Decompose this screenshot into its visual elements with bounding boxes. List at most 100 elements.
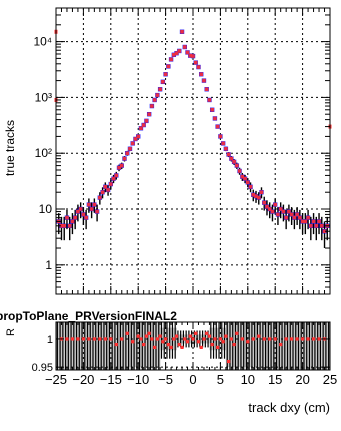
ratio-x-tick-label: 0 [189, 372, 196, 387]
ratio-point [76, 337, 80, 341]
top-red-point [191, 54, 195, 58]
ratio-x-tick-label: 20 [295, 372, 309, 387]
top-y-tick-label: 10³ [35, 90, 52, 104]
ratio-error-band [77, 322, 84, 370]
ratio-point [199, 345, 203, 350]
ratio-point [103, 337, 107, 341]
ratio-error-band [99, 322, 106, 370]
ratio-plot-pad: −25 −20 −15 −10 −5 0 5 10 15 20 25 0.95 1 propToPlan… [0, 298, 341, 426]
ratio-x-tick-label: 15 [268, 372, 282, 387]
ratio-x-tick-label: 5 [217, 372, 224, 387]
top-red-point [317, 219, 321, 224]
ratio-x-tick-label: −20 [72, 372, 94, 387]
top-red-point [237, 169, 242, 173]
ratio-point [177, 342, 181, 347]
top-red-point [218, 134, 223, 139]
top-red-point [65, 215, 69, 220]
top-plot-marks [54, 29, 332, 249]
ratio-error-band [247, 322, 254, 368]
top-red-point [248, 185, 253, 189]
top-red-point [95, 209, 99, 214]
ratio-point [174, 334, 179, 338]
top-red-point [204, 87, 209, 92]
top-red-point [193, 60, 198, 65]
top-red-point [289, 212, 294, 217]
ratio-x-tick-label: 25 [323, 372, 337, 387]
ratio-error-band [253, 322, 260, 368]
top-red-point [141, 123, 146, 127]
ratio-error-band [94, 322, 101, 370]
top-red-point [163, 72, 168, 77]
top-red-point [188, 53, 193, 58]
ratio-point [188, 334, 192, 338]
ratio-error-band [324, 322, 331, 370]
ratio-point [109, 337, 113, 341]
top-red-point [92, 202, 97, 207]
top-red-point [67, 224, 72, 228]
top-y-tick-label: 1 [45, 258, 52, 272]
ratio-point [273, 337, 277, 341]
top-red-point [152, 98, 157, 102]
top-plot-grid [56, 8, 330, 294]
top-red-point [246, 180, 250, 185]
top-y-tick-label: 10 [39, 202, 53, 216]
ratio-point [218, 337, 222, 341]
top-red-point [229, 156, 234, 161]
top-red-point [144, 119, 149, 123]
ratio-error-band [286, 322, 292, 370]
ratio-point [257, 334, 261, 338]
ratio-error-band [264, 322, 271, 370]
ratio-point [229, 337, 233, 341]
ratio-point [144, 334, 149, 338]
top-red-point [87, 202, 91, 207]
top-red-point [303, 219, 308, 224]
ratio-point [98, 337, 102, 341]
ratio-point [191, 337, 195, 341]
ratio-point [125, 331, 129, 335]
top-red-point [103, 185, 108, 189]
ratio-point [142, 342, 146, 347]
top-red-point [100, 190, 105, 195]
top-red-point [122, 156, 127, 161]
top-red-point [166, 64, 171, 69]
ratio-point [92, 337, 96, 341]
top-red-point [256, 195, 261, 200]
top-red-point [174, 51, 179, 55]
ratio-y-tick-label: 1 [47, 334, 53, 346]
ratio-point [161, 340, 165, 344]
ratio-point [210, 342, 214, 347]
ratio-point [172, 337, 176, 341]
ratio-y-tick-label: 0.95 [32, 362, 53, 374]
ratio-error-band [242, 322, 249, 368]
ratio-error-band [160, 327, 166, 351]
top-red-point [150, 104, 154, 108]
top-red-point [292, 215, 297, 220]
top-red-point [235, 163, 239, 168]
top-red-point [202, 78, 206, 83]
ratio-error-band [319, 322, 325, 370]
top-red-point [106, 188, 110, 192]
top-red-point [226, 152, 231, 157]
top-y-tick-label: 10² [35, 146, 52, 160]
top-red-point [224, 146, 228, 151]
ratio-point [150, 337, 154, 341]
top-red-point [300, 219, 305, 224]
top-red-point [278, 207, 283, 211]
ratio-error-band [165, 327, 172, 351]
ratio-point [169, 345, 173, 350]
ratio-point [81, 337, 85, 341]
ratio-point [166, 342, 170, 347]
top-red-point [130, 141, 135, 146]
top-red-point [210, 107, 214, 112]
ratio-point [196, 340, 201, 344]
top-red-point [251, 192, 256, 197]
ratio-x-tick-label: 10 [241, 372, 255, 387]
ratio-error-band [187, 334, 194, 344]
ratio-error-band [269, 322, 276, 370]
top-red-point [215, 124, 220, 129]
ratio-point [205, 331, 209, 335]
top-red-point [262, 200, 267, 205]
top-red-point [78, 207, 83, 211]
ratio-plot-title: propToPlane_PRVersionFINAL2 [0, 309, 177, 323]
